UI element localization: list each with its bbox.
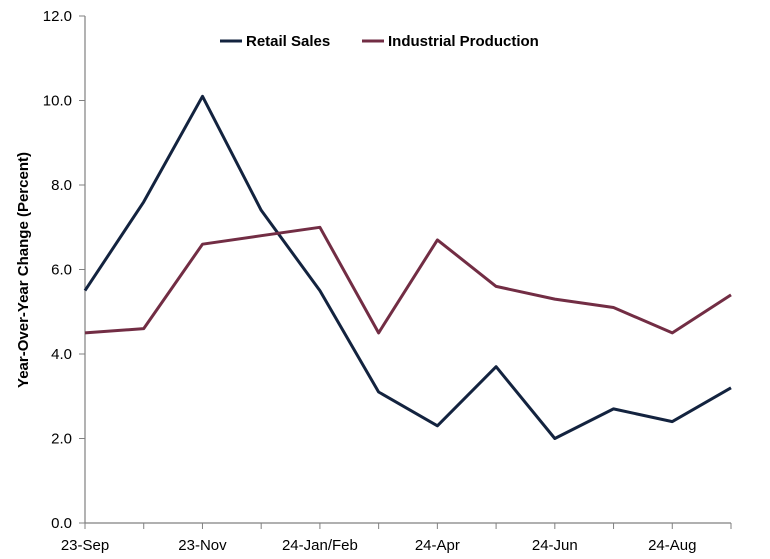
x-tick-label: 24-Jan/Feb <box>282 537 358 554</box>
series-lines <box>83 94 732 440</box>
x-tick-label: 24-Jun <box>532 537 578 554</box>
legend: Retail Sales Industrial Production <box>220 33 539 50</box>
x-tick-label: 24-Apr <box>415 537 460 554</box>
y-tick-label: 4.0 <box>51 346 72 363</box>
y-tick-label: 10.0 <box>43 93 72 110</box>
legend-label-industrial-production: Industrial Production <box>388 33 539 50</box>
y-tick-label: 0.0 <box>51 515 72 532</box>
series-line-industrial-production <box>84 225 732 335</box>
y-tick-label: 6.0 <box>51 262 72 279</box>
y-tick-label: 2.0 <box>51 431 72 448</box>
x-tick-label: 23-Sep <box>61 537 109 554</box>
y-axis-title: Year-Over-Year Change (Percent) <box>15 152 32 388</box>
series-line-retail-sales <box>83 94 732 440</box>
x-axis-ticks: 23-Sep 23-Nov 24-Jan/Feb 24-Apr 24-Jun 24-Aug <box>61 523 732 554</box>
x-tick-label: 24-Aug <box>648 537 696 554</box>
y-tick-label: 12.0 <box>43 8 72 25</box>
x-tick-label: 23-Nov <box>178 537 227 554</box>
y-axis-ticks: 0.0 2.0 4.0 6.0 8.0 10.0 12.0 <box>43 8 85 532</box>
y-tick-label: 8.0 <box>51 177 72 194</box>
axes <box>84 16 731 524</box>
legend-label-retail-sales: Retail Sales <box>246 33 330 50</box>
